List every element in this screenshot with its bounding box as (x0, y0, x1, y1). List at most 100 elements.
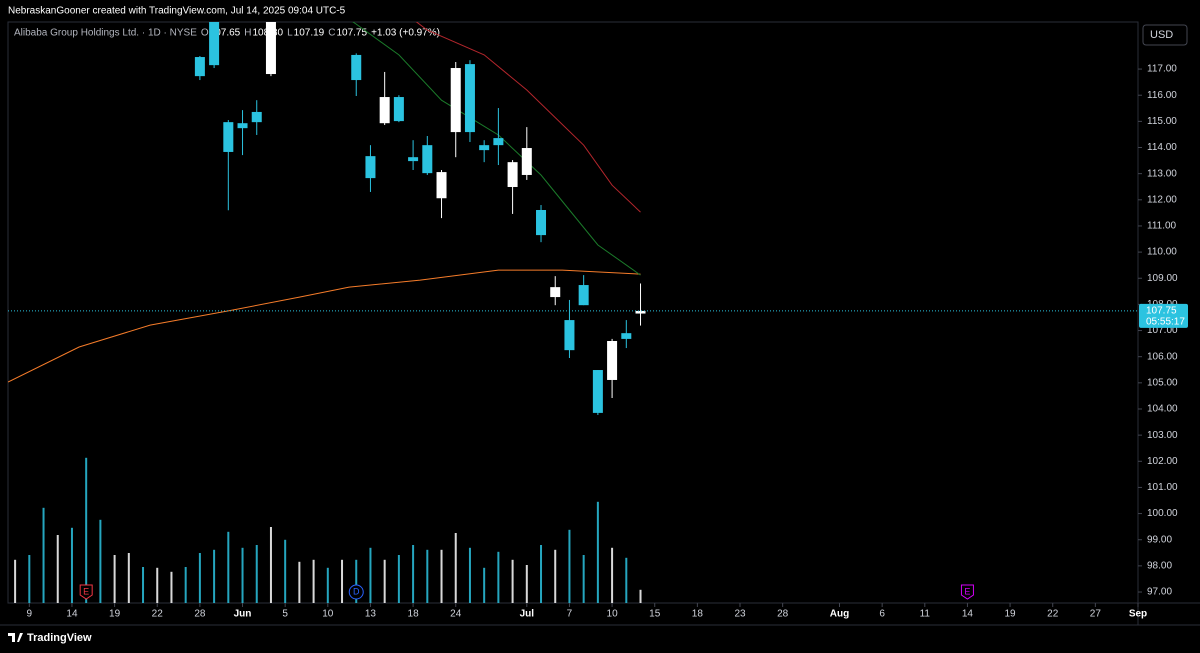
volume-bar (56, 535, 59, 603)
change: +1.03 (+0.97%) (371, 28, 440, 39)
y-tick-label: 110.00 (1147, 247, 1177, 258)
volume-bar (383, 559, 386, 603)
plot-area (8, 22, 646, 603)
currency[interactable]: USD (1150, 29, 1173, 41)
currency-button[interactable] (1142, 24, 1188, 46)
candle-body (479, 145, 490, 151)
footer-logo: TradingView (8, 632, 92, 644)
x-tick-label: 15 (649, 609, 661, 620)
last-price-label: 107.75 (1146, 306, 1177, 317)
volume-bar (127, 553, 130, 603)
x-tick-label: 6 (879, 609, 885, 620)
volume-bar (369, 547, 372, 603)
y-tick-label: 107.00 (1147, 325, 1178, 336)
candle-body (578, 285, 589, 306)
x-tick-label: 11 (920, 609, 931, 620)
volume-bar (298, 561, 301, 603)
x-tick-label: 5 (282, 609, 288, 620)
y-tick-label: 106.00 (1147, 351, 1178, 362)
x-tick-label: 7 (567, 609, 573, 620)
ohlc-value: 107.65 (210, 28, 241, 39)
volume-bar (269, 527, 272, 603)
x-tick-label: Jun (234, 609, 252, 620)
volume-bar (426, 549, 429, 603)
candle-body (521, 148, 532, 175)
x-tick-label: 23 (734, 609, 746, 620)
volume-bar (483, 567, 486, 603)
ohlc-label: L (287, 28, 293, 39)
candle-body (493, 138, 504, 146)
candle-body (422, 145, 433, 174)
x-tick-label: 10 (607, 609, 619, 620)
y-tick-label: 113.00 (1147, 168, 1177, 179)
volume-bar (42, 507, 45, 603)
y-tick-label: 102.00 (1147, 456, 1178, 467)
y-tick-label: 109.00 (1147, 273, 1178, 284)
credit: NebraskanGooner created with TradingView… (8, 6, 346, 17)
x-tick-label: 14 (962, 609, 974, 620)
candle-body (436, 172, 447, 199)
x-tick-label: 19 (109, 609, 121, 620)
candle-body (209, 22, 220, 66)
y-tick-label: 104.00 (1147, 404, 1178, 415)
event-label: E (83, 586, 89, 596)
volume-bar (312, 559, 315, 603)
volume-bar (412, 545, 415, 603)
ohlc-label: O (201, 28, 209, 39)
legend: Alibaba Group Holdings Ltd. · 1D · NYSE … (14, 28, 440, 39)
candle-body (393, 97, 404, 122)
candle-body (607, 341, 618, 380)
y-tick-label: 103.00 (1147, 430, 1178, 441)
y-tick-label: 98.00 (1147, 561, 1172, 572)
volume-bar (596, 501, 599, 603)
volume-bar (99, 519, 102, 603)
volume-bar (497, 551, 500, 603)
volume-bar (227, 531, 230, 603)
volume-bar (14, 559, 17, 603)
candle-body (408, 157, 419, 162)
y-tick-label: 112.00 (1147, 194, 1177, 205)
volume-bar (355, 559, 358, 603)
candle-body (464, 64, 475, 133)
volume-bar (142, 567, 145, 603)
volume-bar (397, 555, 400, 603)
event-label: D (353, 586, 360, 596)
volume-bar (625, 557, 628, 603)
x-tick-label: 9 (27, 609, 33, 620)
x-tick-label: 27 (1090, 609, 1102, 620)
y-tick-label: 115.00 (1147, 116, 1177, 127)
logo-icon (8, 633, 23, 642)
moving-average (8, 269, 641, 383)
y-tick-label: 101.00 (1147, 482, 1178, 493)
candle-body (265, 22, 276, 75)
y-tick-label: 99.00 (1147, 534, 1172, 545)
candle-body (564, 320, 575, 351)
volume-bar (568, 529, 571, 603)
candle-body (536, 210, 547, 236)
candle-body (635, 310, 646, 314)
x-tick-label: 19 (1005, 609, 1017, 620)
y-tick-label: 105.00 (1147, 377, 1178, 388)
x-tick-label: 18 (692, 609, 704, 620)
volume-bar (213, 549, 216, 603)
event-label: E (964, 586, 970, 596)
volume-bar (184, 567, 187, 603)
volume-bar (113, 555, 116, 603)
x-tick-label: 10 (322, 609, 334, 620)
x-tick-label: Jul (520, 609, 535, 620)
x-tick-label: 13 (365, 609, 377, 620)
candle-body (237, 123, 248, 129)
candle-body (223, 122, 234, 152)
candle-body (251, 111, 262, 123)
candle-body (507, 162, 518, 187)
x-tick-label: 18 (408, 609, 420, 620)
volume-bar (611, 547, 614, 603)
volume-bar (170, 571, 173, 603)
event-marker (79, 584, 93, 600)
ohlc-label: C (328, 28, 335, 39)
candle-body (550, 287, 561, 298)
volume-bar (241, 547, 244, 603)
event-marker (348, 584, 364, 600)
